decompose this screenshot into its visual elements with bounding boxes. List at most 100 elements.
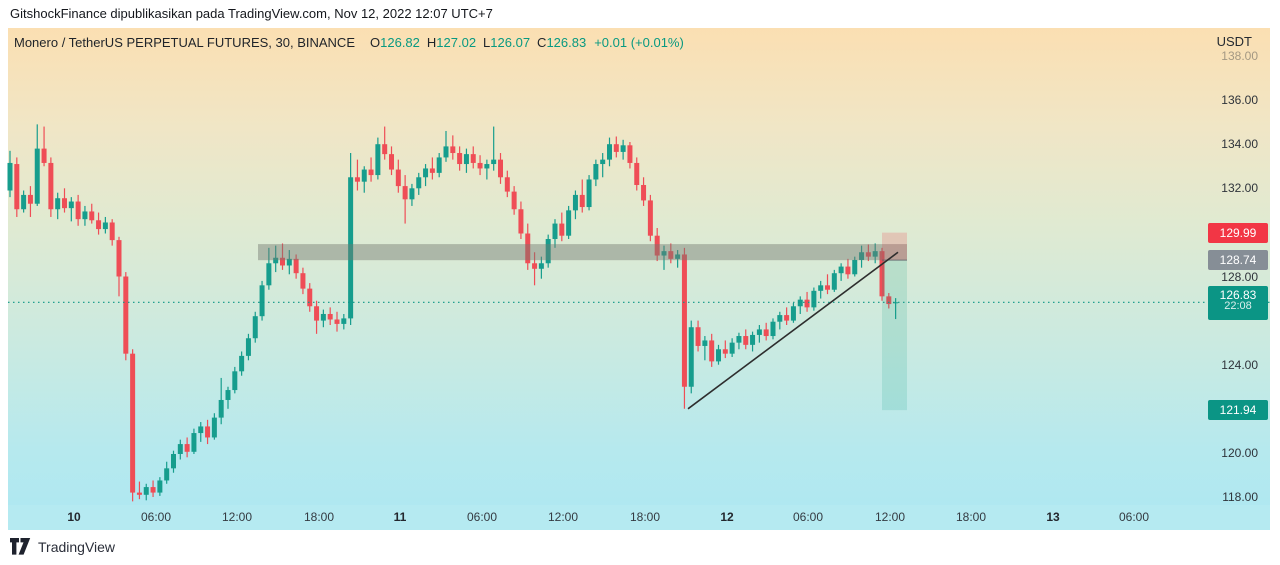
change-value: +0.01 (+0.01%) [594,35,684,50]
candle-body [470,154,476,163]
candle-body [314,306,320,321]
price-tick: 118.00 [1222,490,1258,504]
candle-body [225,390,231,400]
price-tick: 132.00 [1221,181,1258,196]
candle-body [865,252,871,257]
candle-body [511,191,517,210]
symbol-legend: Monero / TetherUS PERPETUAL FUTURES, 30,… [14,35,684,50]
entry-price-badge: 128.74 [1208,250,1268,271]
candle-body [211,417,217,438]
candle-body [647,200,653,236]
candle-body [518,209,524,234]
candle-body [709,340,715,362]
candle-body [777,315,783,322]
candle-body [729,342,735,354]
candle-body [259,285,265,317]
candle-body [116,240,122,277]
candle-body [423,168,429,178]
candle-body [566,210,572,236]
price-tick: 124.00 [1221,357,1258,372]
candle-body [402,186,408,200]
symbol-title[interactable]: Monero / TetherUS PERPETUAL FUTURES, 30,… [14,35,355,50]
candle-body [375,144,381,176]
time-label: 18:00 [629,510,661,524]
candle-body [82,211,88,220]
candle-body [675,254,681,259]
candle-body [484,164,490,169]
candle-body [641,184,647,201]
candle-body [852,259,858,275]
price-scale-currency: USDT [1216,34,1252,49]
candle-body [7,162,13,191]
price-tick: 120.00 [1221,445,1258,460]
candle-body [286,258,292,266]
candle-body [607,144,612,160]
publication-text: GitshockFinance dipublikasikan pada Trad… [10,6,493,21]
candle-body [130,353,136,493]
tradingview-watermark[interactable]: TradingView [10,538,115,555]
open-label: O [370,35,381,50]
candle-body [688,327,694,387]
candle-body [552,223,558,240]
candle-body [743,336,749,345]
candle-body [804,299,810,308]
candle-body [14,164,20,210]
candle-body [164,468,170,481]
tradingview-logo-icon [10,538,31,555]
time-label: 18:00 [303,510,335,524]
candle-body [177,444,183,455]
candle-body [48,162,54,210]
candle-body [818,285,824,291]
last-price-value: 126.83 [1219,288,1257,303]
candle-body [143,487,149,495]
candle-body [716,349,721,362]
candle-body [600,159,606,165]
candle-body [695,327,701,346]
candle-body [450,146,456,154]
high-value: 127.02 [436,35,477,50]
candle-body [811,290,817,308]
candle-body [831,273,837,290]
candle-body [300,273,306,289]
candle-body [756,329,762,335]
candle-body [545,239,551,264]
time-label-day: 11 [393,510,407,524]
trend-line [687,251,899,410]
time-label: 18:00 [955,510,987,524]
candle-body [498,159,503,178]
candle-body [872,251,878,257]
candle-body [205,426,211,438]
candle-body [34,148,40,204]
candle-body [96,220,102,230]
candle-body [763,329,769,337]
candle-body [41,148,47,163]
candle-body [354,177,360,182]
low-value: 126.07 [490,35,531,50]
candle-body [389,154,394,170]
candle-body [463,154,469,165]
candlestick-chart[interactable] [0,28,1280,530]
candle-body [252,316,258,339]
time-label-day: 13 [1046,510,1060,524]
candle-body [150,487,156,493]
candle-body [586,179,592,208]
candle-body [859,252,865,260]
candle-body [27,194,33,204]
time-label-day: 12 [720,510,734,524]
candle-body [218,399,224,418]
footer-bar: TradingView [0,530,1280,565]
price-tick: 134.00 [1221,137,1258,152]
short-stop-box [882,232,907,261]
candle-body [273,257,279,264]
time-axis[interactable]: 10 06:00 12:00 18:00 11 06:00 12:00 18:00 12 06:0… [8,505,1270,530]
close-value: 126.83 [546,35,587,50]
time-label: 06:00 [1118,510,1150,524]
candle-body [307,288,313,307]
candle-body [790,306,796,321]
candle-body [620,145,626,152]
candle-body [334,319,340,324]
candle-body [266,263,272,286]
candle-body [245,338,251,356]
candle-body [395,169,401,187]
candle-body [191,433,197,452]
